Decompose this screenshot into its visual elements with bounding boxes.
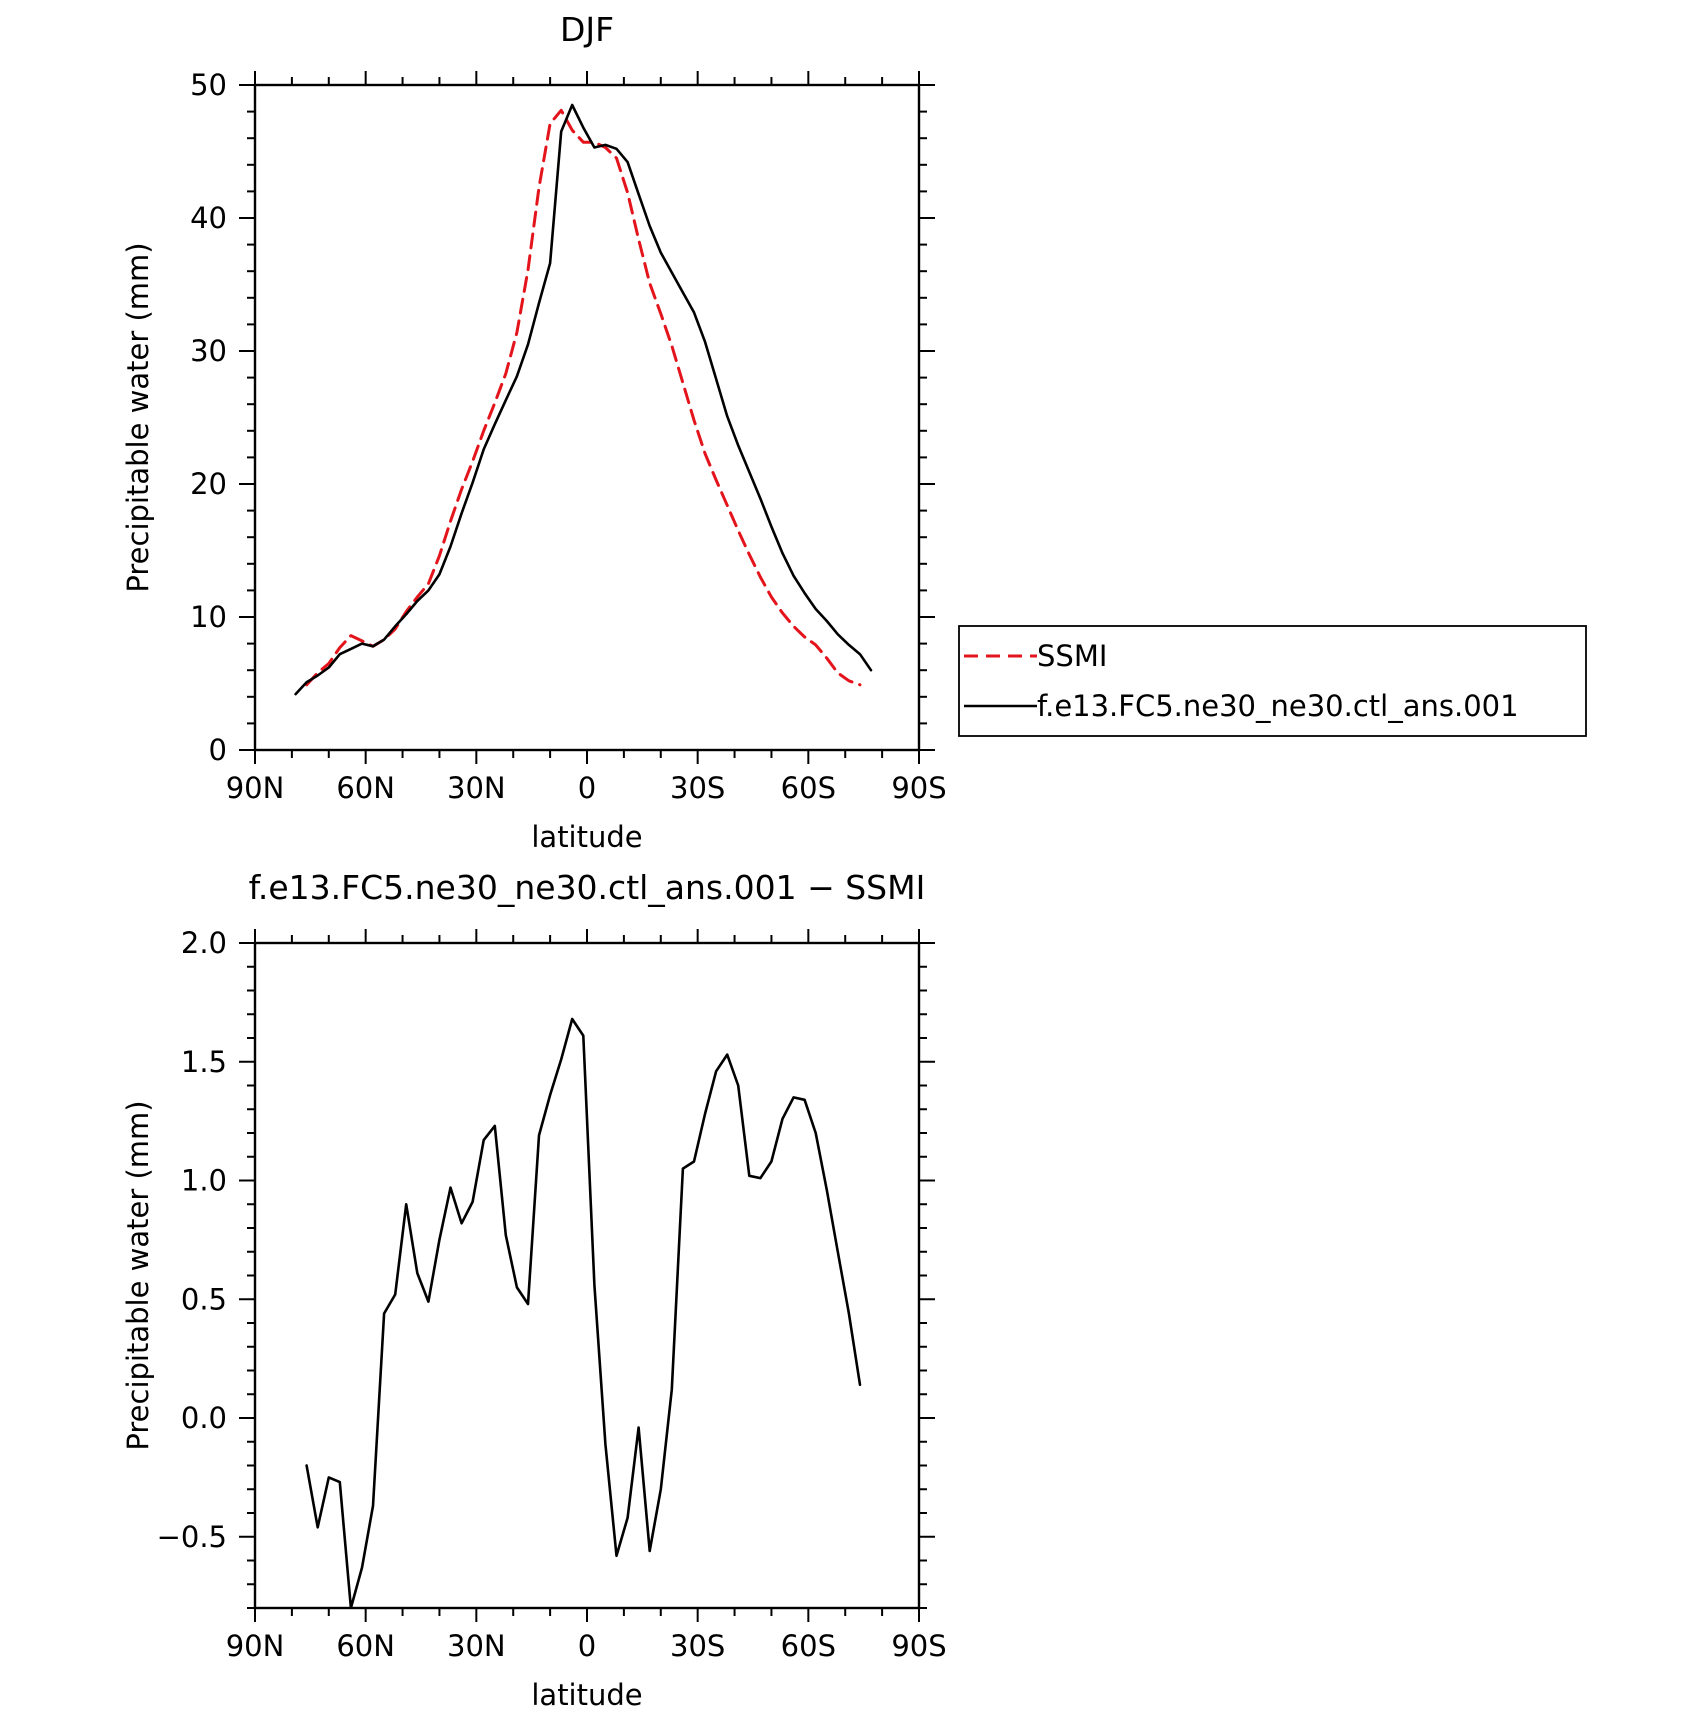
y-tick-label: 40 xyxy=(190,201,227,235)
chart-title: DJF xyxy=(560,10,614,49)
y-tick-label: −0.5 xyxy=(157,1520,227,1554)
y-tick-label: 2.0 xyxy=(181,926,227,960)
plot-frame xyxy=(253,941,921,1610)
chart-title: f.e13.FC5.ne30_ne30.ctl_ans.001 − SSMI xyxy=(249,868,926,907)
y-tick-label: 0.5 xyxy=(181,1282,227,1316)
legend-label: f.e13.FC5.ne30_ne30.ctl_ans.001 xyxy=(1037,689,1519,723)
x-tick-label: 30S xyxy=(670,771,725,805)
y-tick-label: 50 xyxy=(190,68,227,102)
x-axis-label: latitude xyxy=(531,1678,642,1712)
chart-difference: f.e13.FC5.ne30_ne30.ctl_ans.001 − SSMI 90… xyxy=(121,868,947,1712)
x-tick-label: 60N xyxy=(336,1629,395,1663)
x-axis-label: latitude xyxy=(531,820,642,854)
x-tick-label: 0 xyxy=(578,1629,596,1663)
series-line-difference xyxy=(305,1017,862,1608)
series-line-f-e13-fc5-ne30-ne30-ctl-ans-001 xyxy=(294,103,873,696)
x-tick-label: 30N xyxy=(447,1629,506,1663)
y-tick-label: 1.5 xyxy=(181,1045,227,1079)
x-tick-label: 60S xyxy=(781,1629,836,1663)
chart-djf: DJF 90N 60N 30N 0 30S 60S 90S 0 10 20 30 40 50 latitud… xyxy=(121,10,947,854)
y-tick-label: 0.0 xyxy=(181,1401,227,1435)
y-tick-label: 0 xyxy=(209,733,227,767)
x-tick-label: 60S xyxy=(781,771,836,805)
x-tick-label: 60N xyxy=(336,771,395,805)
x-tick-label: 90S xyxy=(891,771,946,805)
y-tick-label: 20 xyxy=(190,467,227,501)
legend: SSMI f.e13.FC5.ne30_ne30.ctl_ans.001 xyxy=(958,625,1587,737)
x-tick-label: 90S xyxy=(891,1629,946,1663)
x-tick-label: 0 xyxy=(578,771,596,805)
y-axis-label: Precipitable water (mm) xyxy=(121,242,155,592)
y-axis-label: Precipitable water (mm) xyxy=(121,1100,155,1450)
legend-box xyxy=(958,625,1587,737)
x-tick-label: 30N xyxy=(447,771,506,805)
x-tick-label: 90N xyxy=(226,771,285,805)
legend-label: SSMI xyxy=(1037,639,1107,673)
y-tick-label: 30 xyxy=(190,334,227,368)
x-tick-label: 90N xyxy=(226,1629,285,1663)
x-tick-label: 30S xyxy=(670,1629,725,1663)
y-tick-label: 1.0 xyxy=(181,1164,227,1198)
series-line-ssmi xyxy=(305,108,862,687)
y-tick-label: 10 xyxy=(190,600,227,634)
